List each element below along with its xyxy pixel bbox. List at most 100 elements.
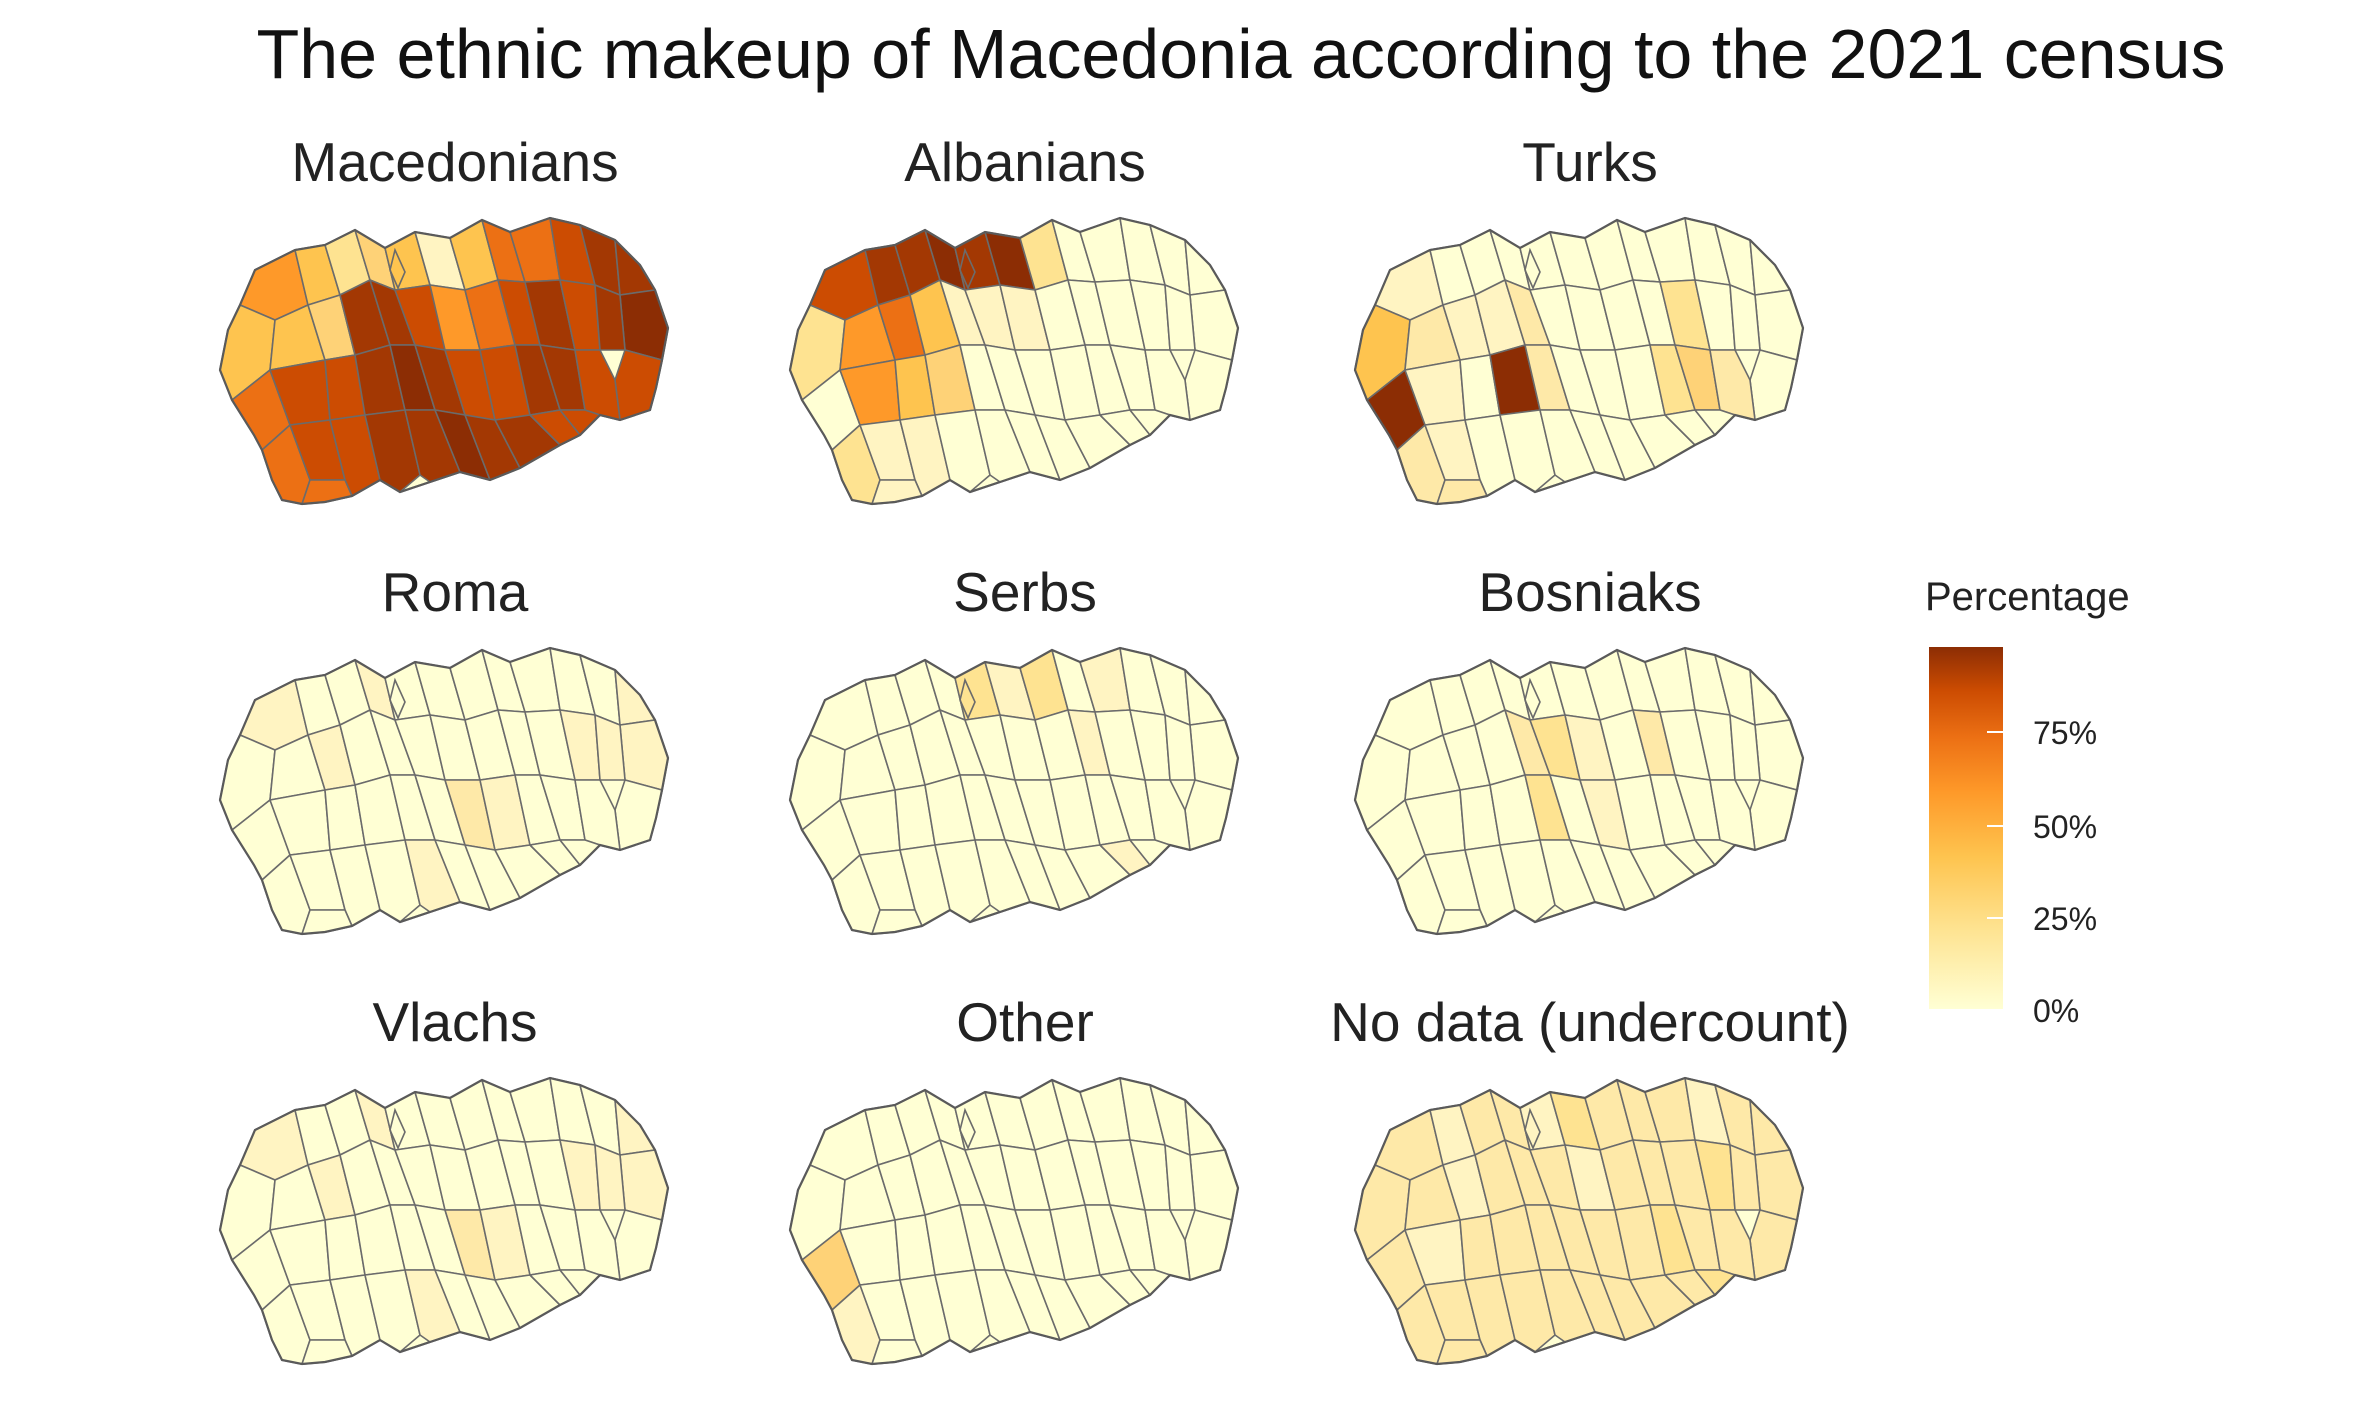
municipality — [1184, 669, 1226, 726]
border-outline — [788, 216, 1240, 506]
municipality — [619, 1149, 668, 1221]
border-outline — [1353, 646, 1805, 936]
municipality — [1189, 719, 1238, 791]
legend-tick-label: 50% — [2033, 809, 2098, 845]
municipality — [1749, 1209, 1798, 1281]
panel-title: Vlachs — [372, 991, 538, 1053]
municipality — [1499, 1269, 1556, 1353]
panel-vlachs: Vlachs — [175, 990, 735, 1410]
municipality — [1436, 1339, 1488, 1364]
municipality — [301, 1339, 353, 1364]
municipality — [1184, 349, 1233, 421]
border-outline — [788, 1076, 1240, 1366]
skopje-city-outline — [959, 677, 976, 720]
skopje-city-outline — [389, 1107, 406, 1150]
skopje-city-outline — [959, 247, 976, 290]
legend-tick-label: 25% — [2033, 901, 2098, 937]
municipality — [301, 479, 353, 504]
municipality — [594, 1144, 626, 1211]
municipality — [1164, 714, 1196, 781]
panel-title: Serbs — [953, 561, 1097, 623]
panel-no-data: No data (undercount) — [1310, 990, 1870, 1410]
panel-bosniaks: Bosniaks — [1310, 560, 1870, 980]
municipality-map — [218, 646, 670, 936]
municipality — [871, 909, 923, 934]
municipality — [1754, 1149, 1803, 1221]
municipality — [614, 779, 663, 851]
municipality — [1729, 1144, 1761, 1211]
municipality — [934, 409, 991, 493]
municipality — [1749, 349, 1798, 421]
legend-tick-label: 75% — [2033, 715, 2098, 751]
municipality — [619, 719, 668, 791]
municipality — [1754, 719, 1803, 791]
municipality-map — [788, 216, 1240, 506]
border-outline — [218, 1076, 670, 1366]
municipality-map — [1353, 216, 1805, 506]
municipality — [1189, 1149, 1238, 1221]
skopje-city-outline — [959, 1107, 976, 1150]
legend: Percentage 75% 50% 25% 0% — [1925, 575, 2185, 1035]
municipality — [1184, 1209, 1233, 1281]
municipality — [934, 839, 991, 923]
municipality — [871, 1339, 923, 1364]
border-outline — [1353, 1076, 1805, 1366]
municipality — [1499, 409, 1556, 493]
municipality — [1749, 779, 1798, 851]
legend-tick — [1987, 825, 2003, 827]
panel-title: Macedonians — [291, 131, 619, 193]
municipality-map — [218, 216, 670, 506]
municipality — [301, 909, 353, 934]
legend-tick — [1987, 917, 2003, 919]
municipality — [364, 839, 421, 923]
municipality — [1729, 284, 1761, 351]
panel-turks: Turks — [1310, 130, 1870, 550]
municipality — [871, 479, 923, 504]
map-title: The ethnic makeup of Macedonia according… — [256, 15, 2226, 93]
panel-title: Roma — [381, 561, 529, 623]
municipality — [1749, 1099, 1791, 1156]
skopje-city-outline — [1524, 677, 1541, 720]
municipality-map — [788, 1076, 1240, 1366]
border-outline — [218, 216, 670, 506]
municipality — [1436, 909, 1488, 934]
municipality — [614, 1209, 663, 1281]
panel-macedonians: Macedonians — [175, 130, 735, 550]
legend-title: Percentage — [1925, 575, 2130, 619]
municipality — [364, 409, 421, 493]
municipality — [1499, 839, 1556, 923]
panel-title: Turks — [1522, 131, 1658, 193]
legend-colorbar — [1929, 647, 2003, 1009]
municipality — [614, 669, 656, 726]
municipality — [934, 1269, 991, 1353]
municipality-map — [788, 646, 1240, 936]
municipality-map — [218, 1076, 670, 1366]
panel-other: Other — [745, 990, 1305, 1410]
municipality — [614, 1099, 656, 1156]
municipality-map — [1353, 646, 1805, 936]
panel-title: Albanians — [904, 131, 1146, 193]
municipality — [1749, 669, 1791, 726]
municipality — [1164, 284, 1196, 351]
municipality — [1749, 239, 1791, 296]
municipality — [1184, 1099, 1226, 1156]
skopje-city-outline — [389, 677, 406, 720]
municipality — [364, 1269, 421, 1353]
municipality — [1164, 1144, 1196, 1211]
panel-roma: Roma — [175, 560, 735, 980]
municipality — [1436, 479, 1488, 504]
legend-tick — [1987, 731, 2003, 733]
legend-tick-label: 0% — [2033, 993, 2080, 1029]
skopje-city-outline — [1524, 1107, 1541, 1150]
municipality — [614, 239, 656, 296]
border-outline — [218, 646, 670, 936]
municipality — [594, 284, 626, 351]
panel-serbs: Serbs — [745, 560, 1305, 980]
municipality-map — [1353, 1076, 1805, 1366]
municipality — [1184, 779, 1233, 851]
skopje-city-outline — [1524, 247, 1541, 290]
municipality — [1754, 289, 1803, 361]
border-outline — [1353, 216, 1805, 506]
panel-title: Other — [956, 991, 1094, 1053]
municipality — [594, 714, 626, 781]
